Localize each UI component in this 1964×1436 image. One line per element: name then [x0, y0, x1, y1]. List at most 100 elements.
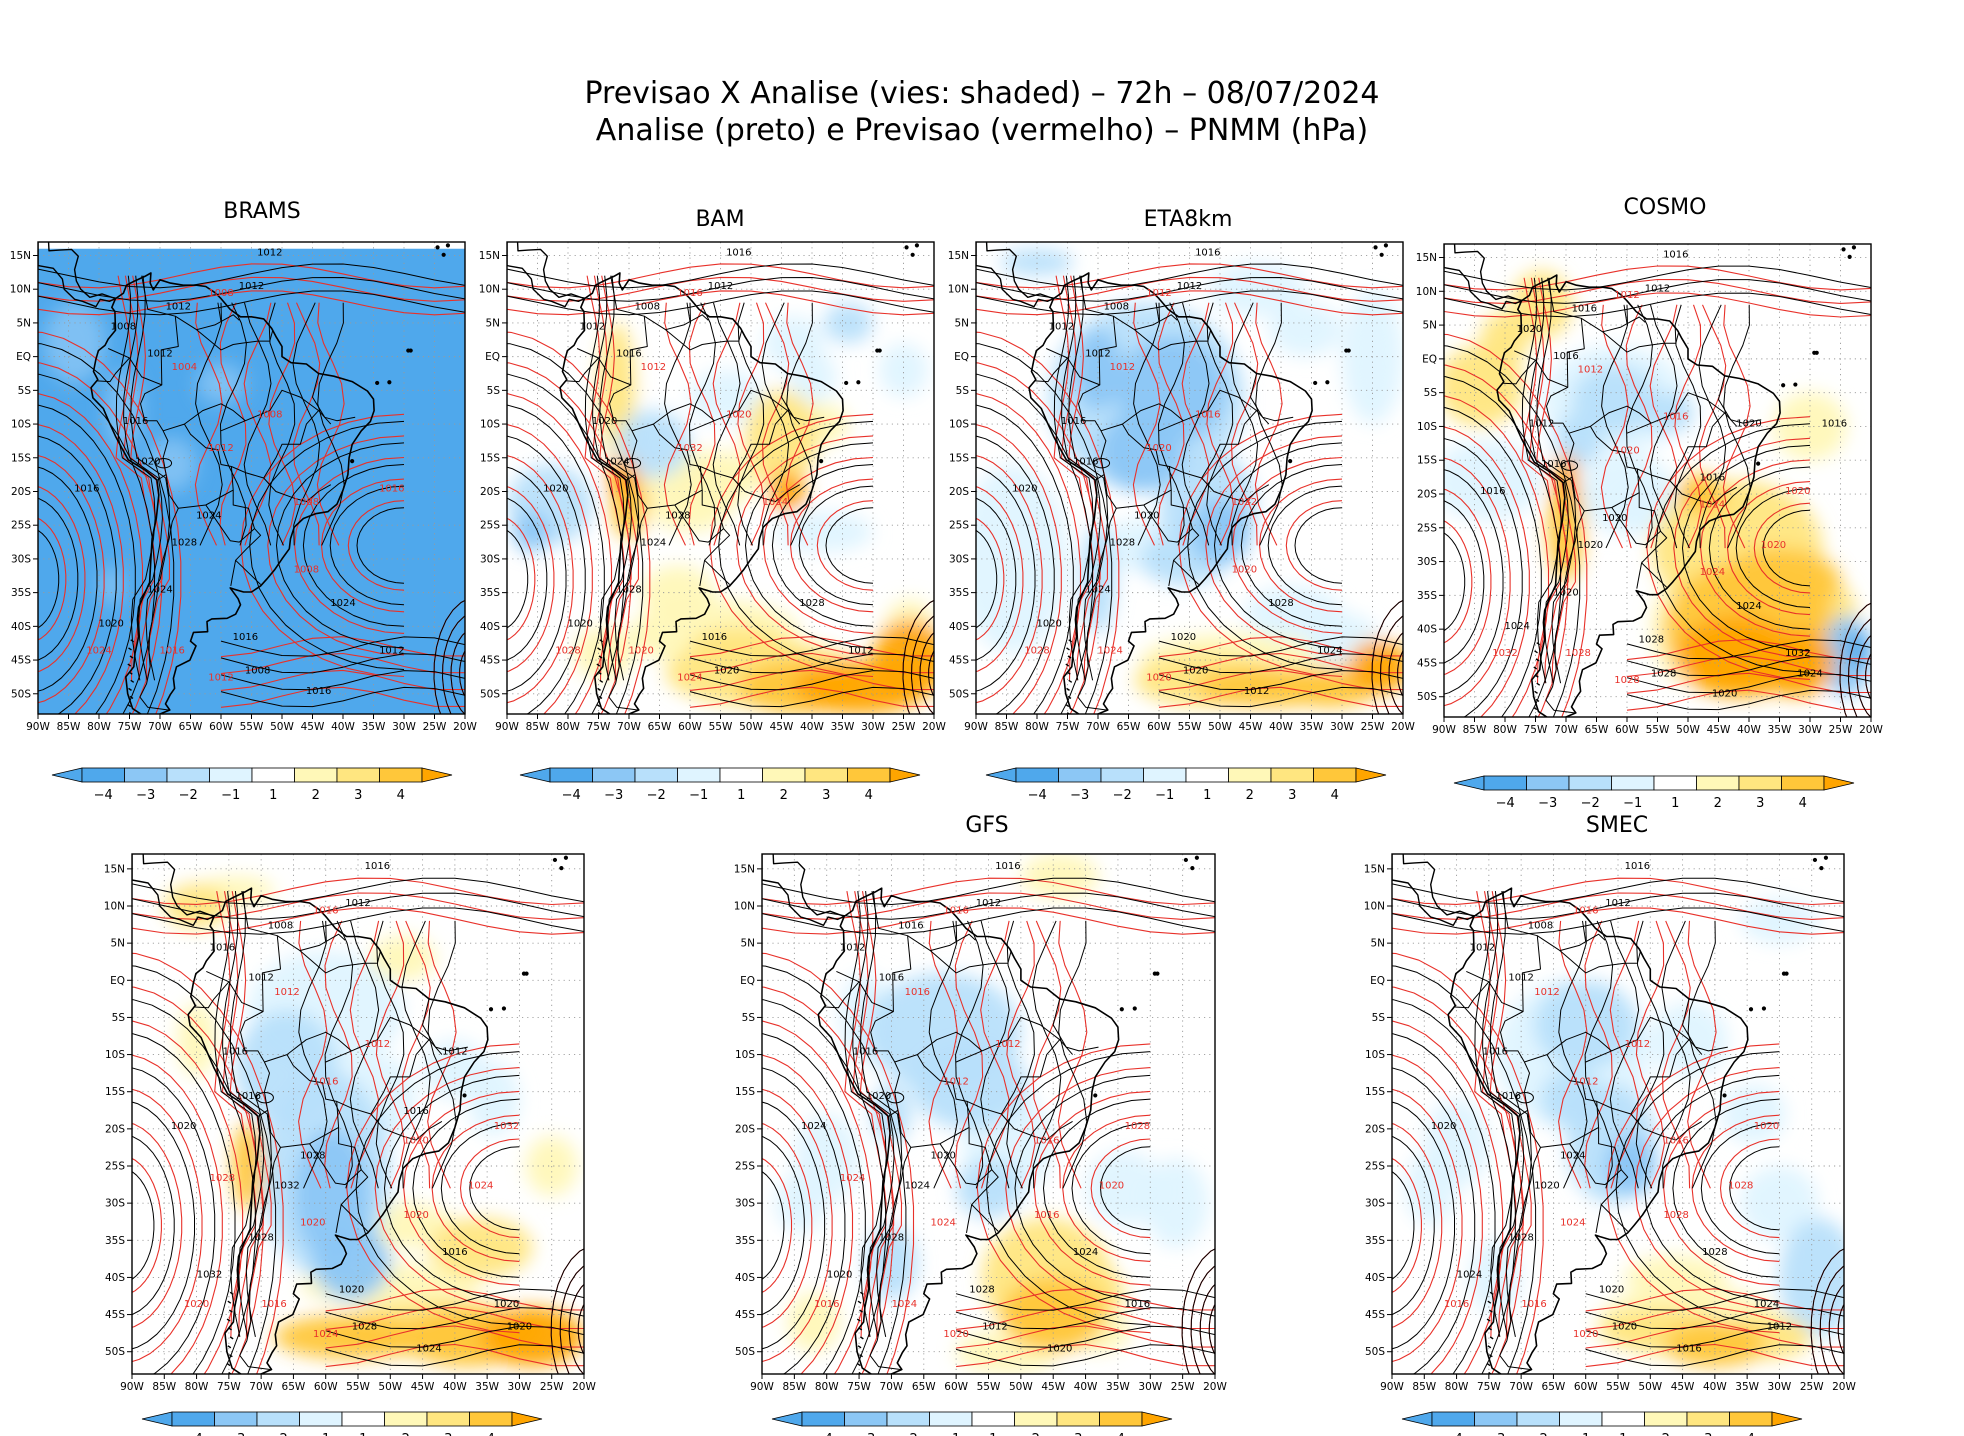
country-border	[194, 981, 230, 1009]
analysis-isobar	[1444, 265, 1871, 291]
colorbar-label: 4	[865, 788, 873, 803]
analysis-label: 1016	[74, 483, 99, 494]
analysis-isobar	[762, 1067, 846, 1374]
country-border	[1158, 314, 1178, 323]
colorbar-segment	[336, 767, 380, 783]
analysis-isobar	[427, 920, 457, 1189]
analysis-label: 1028	[1268, 598, 1293, 609]
lon-tick-label: 35W	[1768, 724, 1792, 736]
lon-tick-label: 70W	[880, 1381, 904, 1393]
lat-tick-label: 25S	[1417, 522, 1437, 534]
lat-tick-label: 20S	[11, 486, 31, 498]
analysis-label: 1012	[708, 281, 733, 292]
country-border	[1596, 1039, 1690, 1115]
analysis-isobar	[762, 1135, 805, 1316]
bias-blob	[480, 1307, 584, 1367]
country-border	[689, 314, 709, 323]
analysis-isobar	[762, 907, 1215, 935]
archipelago	[1533, 666, 1538, 670]
analysis-isobar	[450, 632, 465, 714]
lon-tick-label: 50W	[1009, 1381, 1033, 1393]
lat-tick-label: 15N	[1416, 252, 1437, 264]
country-border	[644, 302, 691, 331]
analysis-isobar	[469, 1146, 520, 1231]
analysis-isobar	[507, 290, 934, 316]
forecast-isobar	[937, 658, 945, 690]
analysis-label: 1016	[879, 972, 904, 983]
island	[904, 245, 909, 250]
colorbar-label: 2	[1032, 1432, 1040, 1436]
country-border	[1546, 1031, 1612, 1055]
lon-tick-label: 55W	[346, 1381, 370, 1393]
lon-tick-label: 70W	[1554, 724, 1578, 736]
analysis-isobar	[955, 1344, 1215, 1367]
analysis-isobar	[507, 263, 934, 289]
colorbar-segment	[762, 767, 806, 783]
forecast-label: 1028	[1728, 1180, 1753, 1191]
country-border	[907, 920, 957, 952]
country-border	[631, 423, 703, 509]
analysis-label: 1016	[995, 861, 1020, 872]
coastlines	[1444, 244, 1857, 717]
island	[441, 252, 446, 257]
analysis-isobar	[1723, 304, 1751, 549]
forecast-isobar	[507, 331, 651, 714]
colorbar-label: 3	[1756, 796, 1764, 811]
colorbar-segment	[1143, 767, 1187, 783]
lat-tick-label: 5S	[1424, 387, 1438, 399]
analysis-isobar	[123, 275, 163, 681]
forecast-isobar	[737, 302, 765, 546]
country-border	[704, 528, 731, 585]
analysis-label: 1016	[1700, 473, 1725, 484]
analysis-isobar	[324, 920, 354, 1189]
forecast-isobar	[1558, 920, 1588, 1189]
colorbar-label: 2	[1662, 1432, 1670, 1436]
country-border	[1595, 1204, 1602, 1233]
forecast-isobar	[688, 302, 716, 546]
lon-tick-label: 60W	[314, 1381, 338, 1393]
lon-tick-label: 75W	[1477, 1381, 1501, 1393]
analysis-label: 1012	[1767, 1321, 1792, 1332]
analysis-label: 1008	[245, 666, 270, 677]
lon-tick-label: 20W	[572, 1381, 596, 1393]
lat-tick-label: 15N	[104, 863, 125, 875]
country-border	[966, 1039, 1061, 1115]
lon-tick-label: 70W	[249, 1381, 273, 1393]
forecast-isobar	[956, 1325, 1215, 1349]
bias-blob	[1020, 854, 1099, 899]
analysis-isobar	[689, 653, 934, 674]
colorbar-segment	[1270, 767, 1314, 783]
lat-tick-label: 25S	[11, 520, 31, 532]
analysis-isobar	[860, 891, 903, 1338]
forecast-isobar	[1722, 304, 1751, 549]
lat-tick-label: 5N	[1422, 320, 1437, 332]
island	[435, 245, 440, 250]
lat-tick-label: 10S	[1365, 1049, 1385, 1061]
analysis-label: 1016	[1541, 459, 1566, 470]
lon-tick-label: 20W	[1391, 721, 1415, 733]
forecast-isobar	[980, 920, 1010, 1189]
colorbar: −4 −3 −2 −1 1 2 3 4	[141, 1411, 543, 1436]
forecast-label: 1024	[313, 1329, 338, 1340]
analysis-isobar	[507, 497, 548, 661]
analysis-isobar	[1674, 304, 1702, 549]
map-panel-brams: BRAMS 1012 1012 1012 1008 1012 1016 1020 1016 102…	[10, 199, 478, 803]
analysis-label: 1012	[1049, 322, 1074, 333]
forecast-isobar	[1057, 920, 1088, 1189]
forecast-isobar	[1206, 302, 1234, 546]
colorbar-label: −2	[647, 788, 666, 803]
forecast-label: 1016	[379, 483, 404, 494]
forecast-isobar	[38, 517, 67, 641]
analysis-label: 1024	[1317, 645, 1342, 656]
forecast-isobar	[229, 891, 272, 1337]
analysis-isobar	[1682, 444, 1811, 652]
archipelago	[227, 1300, 232, 1304]
lon-tick-label: 70W	[617, 721, 641, 733]
analysis-isobar	[220, 670, 465, 691]
lon-tick-label: 65W	[179, 721, 203, 733]
analysis-isobar	[375, 920, 405, 1189]
panel-title: SMEC	[1586, 813, 1648, 838]
forecast-isobar	[401, 920, 431, 1189]
country-border	[340, 1169, 369, 1232]
analysis-isobar	[1068, 275, 1109, 681]
